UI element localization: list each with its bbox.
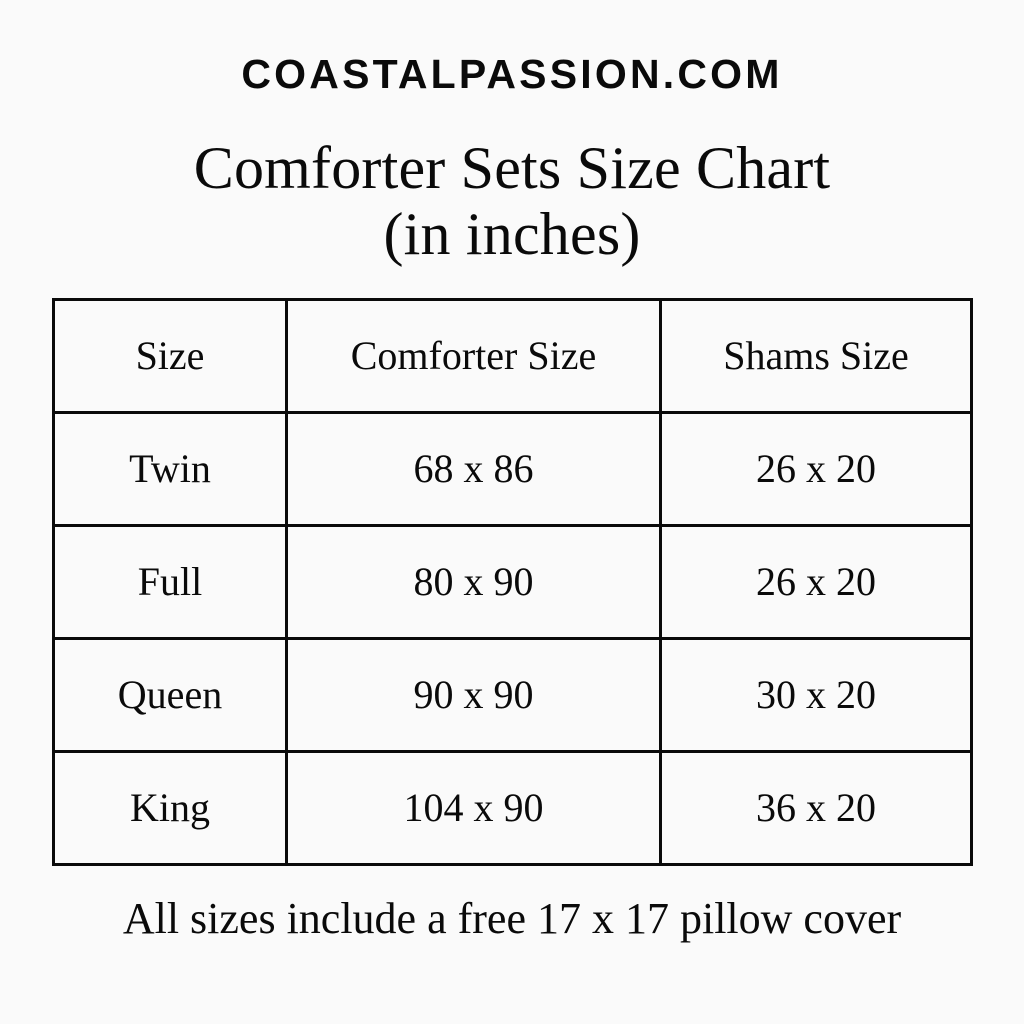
cell-size: Queen: [52, 637, 288, 753]
table-row: King 104 x 90 36 x 20: [52, 750, 973, 866]
cell-comforter-size: 68 x 86: [285, 411, 662, 527]
footnote-text: All sizes include a free 17 x 17 pillow …: [122, 894, 902, 943]
page-title: Comforter Sets Size Chart: [193, 135, 831, 201]
cell-shams-size: 30 x 20: [659, 637, 973, 753]
brand-title: COASTALPASSION.COM: [241, 51, 783, 97]
size-table-container: Size Comforter Size Shams Size Twin 68 x…: [52, 298, 973, 866]
cell-comforter-size: 90 x 90: [285, 637, 662, 753]
title-block: Comforter Sets Size Chart (in inches): [0, 136, 1024, 268]
size-table: Size Comforter Size Shams Size Twin 68 x…: [52, 298, 973, 866]
column-header-comforter-size: Comforter Size: [285, 298, 662, 414]
table-body: Twin 68 x 86 26 x 20 Full 80 x 90 26 x 2…: [52, 411, 973, 866]
cell-size: Full: [52, 524, 288, 640]
table-header-row: Size Comforter Size Shams Size: [52, 298, 973, 414]
cell-shams-size: 36 x 20: [659, 750, 973, 866]
cell-size: Twin: [52, 411, 288, 527]
table-row: Twin 68 x 86 26 x 20: [52, 411, 973, 527]
cell-comforter-size: 80 x 90: [285, 524, 662, 640]
column-header-shams-size: Shams Size: [659, 298, 973, 414]
cell-size: King: [52, 750, 288, 866]
cell-comforter-size: 104 x 90: [285, 750, 662, 866]
cell-shams-size: 26 x 20: [659, 524, 973, 640]
table-row: Queen 90 x 90 30 x 20: [52, 637, 973, 753]
page-subtitle: (in inches): [383, 200, 641, 267]
table-header: Size Comforter Size Shams Size: [52, 298, 973, 414]
table-row: Full 80 x 90 26 x 20: [52, 524, 973, 640]
cell-shams-size: 26 x 20: [659, 411, 973, 527]
column-header-size: Size: [52, 298, 288, 414]
